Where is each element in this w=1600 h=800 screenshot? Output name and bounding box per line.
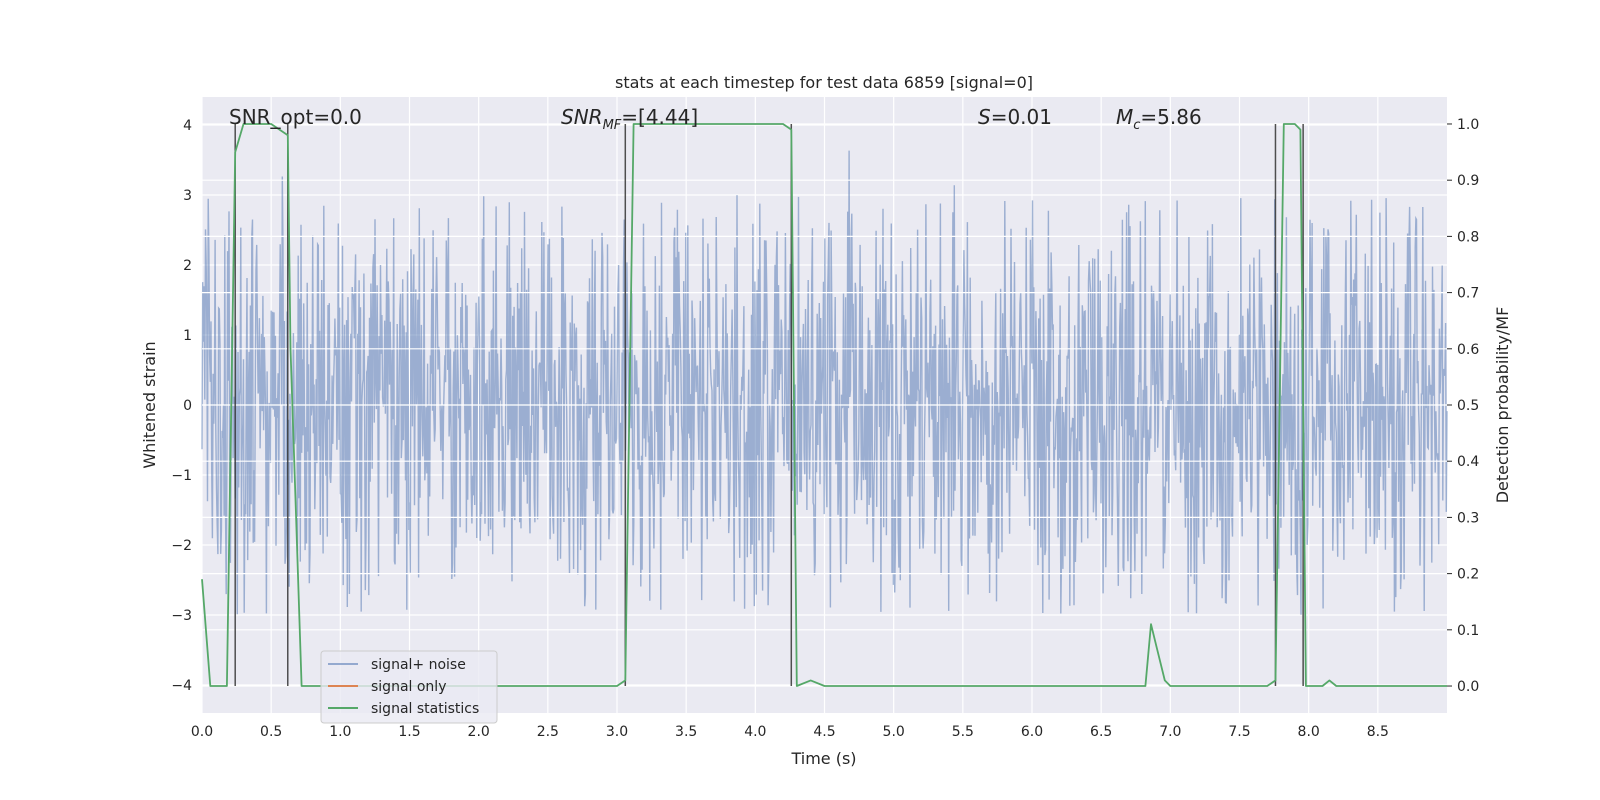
legend-label-noise: signal+ noise [371,657,466,673]
annotation-snr-opt: SNR_opt=0.0 [229,105,362,129]
y-right-tick-label: 0.3 [1457,510,1479,526]
x-tick-label: 6.5 [1090,724,1112,740]
y-right-tick-label: 0.7 [1457,286,1479,302]
y-right-tick-label: 0.4 [1457,454,1479,470]
x-tick-label: 6.0 [1021,724,1043,740]
annotation-snr-mf-symbol: SNR [561,105,603,129]
y-axis-right-label: Detection probability/MF [1493,307,1512,504]
y-axis-label: Whitened strain [140,341,159,468]
y-tick-label: −2 [171,538,192,554]
x-tick-label: 7.5 [1228,724,1250,740]
y-tick-label: 3 [183,188,192,204]
y-right-tick-label: 0.0 [1457,679,1479,695]
noise-trace [201,150,1448,615]
y-right-tick-label: 1.0 [1457,117,1479,133]
x-axis-label: Time (s) [790,749,856,768]
annotation-s: S=0.01 [978,105,1052,129]
y-tick-label: 1 [183,328,192,344]
y-right-tick-label: 0.8 [1457,229,1479,245]
legend-label-signal: signal only [371,679,446,695]
x-tick-label: 2.0 [468,724,490,740]
x-tick-label: 8.0 [1298,724,1320,740]
annotation-mc: Mc=5.86 [1116,105,1202,133]
y-right-tick-label: 0.5 [1457,398,1479,414]
x-tick-label: 3.0 [606,724,628,740]
x-tick-labels: 0.0 0.5 1.0 1.5 2.0 2.5 3.0 3.5 4.0 4.5 5.0 5.5 6.0 6… [191,724,1389,740]
x-tick-label: 4.5 [813,724,835,740]
x-tick-label: 8.5 [1367,724,1389,740]
x-tick-label: 5.0 [883,724,905,740]
y-right-tick-label: 0.9 [1457,173,1479,189]
annotation-snr-mf-value: =[4.44] [621,105,698,129]
legend-box [320,650,498,724]
x-tick-label: 0.0 [191,724,213,740]
annotation-snr-mf: SNRMF=[4.44] [561,105,698,133]
statistics-series [201,123,1447,687]
y-right-tick-label: 0.1 [1457,623,1479,639]
annotation-snr-mf-subscript: MF [603,118,622,133]
annotation-mc-value: =5.86 [1140,105,1201,129]
chart-title: stats at each timestep for test data 685… [615,73,1033,92]
legend: signal+ noise signal only signal statist… [320,650,498,724]
y-tick-labels: −4 −3 −2 −1 0 1 2 3 4 [171,118,192,694]
legend-label-statistics: signal statistics [371,701,479,717]
y-tick-label: 2 [183,258,192,274]
y-tick-label: 0 [183,398,192,414]
y-tick-label: −1 [171,468,192,484]
x-tick-label: 1.0 [329,724,351,740]
annotation-s-value: =0.01 [991,105,1052,129]
x-tick-label: 3.5 [675,724,697,740]
x-tick-label: 2.5 [537,724,559,740]
y-tick-label: 4 [183,118,192,134]
x-tick-label: 1.5 [398,724,420,740]
annotation-mc-subscript: c [1133,118,1140,133]
x-tick-label: 7.0 [1159,724,1181,740]
y-tick-label: −4 [171,678,192,694]
x-tick-label: 4.0 [744,724,766,740]
annotation-s-symbol: S [978,105,991,129]
y-tick-label: −3 [171,608,192,624]
grid-right [202,123,1447,687]
y-right-tick-label: 0.2 [1457,567,1479,583]
annotation-mc-symbol: M [1116,105,1133,129]
noise-series [201,150,1448,615]
statistics-line [201,123,1447,687]
x-tick-label: 0.5 [260,724,282,740]
x-tick-label: 5.5 [952,724,974,740]
y-right-tick-labels: 0.0 0.1 0.2 0.3 0.4 0.5 0.6 0.7 0.8 0.9 1.0 [1447,117,1479,695]
y-right-tick-label: 0.6 [1457,342,1479,358]
